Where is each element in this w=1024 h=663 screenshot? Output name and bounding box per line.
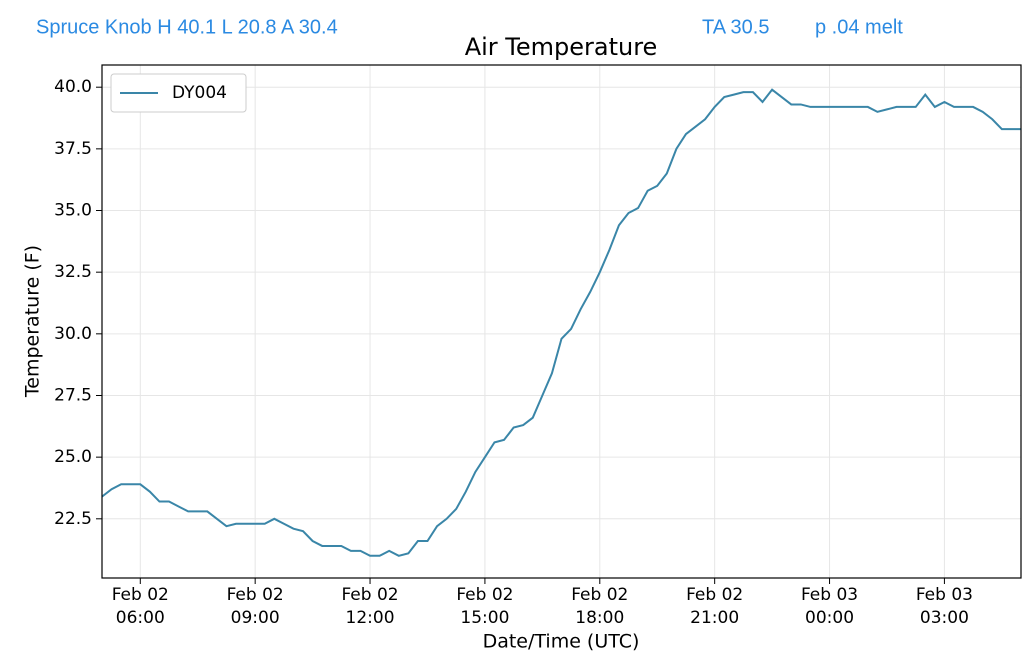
y-axis-label: Temperature (F) — [22, 245, 44, 398]
x-tick-label: Feb 02 18:00 — [571, 585, 629, 628]
x-tick-label: Feb 03 00:00 — [800, 585, 859, 628]
x-tick-label: Feb 02 15:00 — [456, 585, 514, 628]
legend-box — [110, 73, 247, 113]
precip-summary: p .04 melt — [815, 16, 903, 38]
x-tick-label: Feb 02 21:00 — [686, 585, 744, 628]
data-line — [101, 88, 1021, 557]
x-tick-label: Feb 02 09:00 — [226, 585, 284, 628]
x-tick-label: Feb 03 03:00 — [915, 585, 973, 628]
y-tick-label: 40.0 — [54, 77, 92, 97]
legend-label: DY004 — [172, 83, 227, 103]
y-tick-label: 37.5 — [54, 139, 92, 159]
y-tick-label: 25.0 — [54, 447, 92, 467]
plot-frame — [101, 64, 1022, 579]
y-tick-label: 35.0 — [54, 201, 92, 221]
y-tick-label: 30.0 — [54, 324, 92, 344]
x-tick-label: Feb 02 12:00 — [341, 585, 399, 628]
ta-summary: TA 30.5 — [702, 16, 769, 38]
chart-title: Air Temperature — [465, 33, 658, 61]
y-tick-label: 22.5 — [54, 509, 92, 529]
y-tick-label: 27.5 — [54, 385, 92, 405]
station-summary: Spruce Knob H 40.1 L 20.8 A 30.4 — [36, 16, 338, 38]
y-tick-label: 32.5 — [54, 262, 92, 282]
x-tick-label: Feb 02 06:00 — [111, 585, 169, 628]
x-axis-label: Date/Time (UTC) — [483, 631, 640, 653]
